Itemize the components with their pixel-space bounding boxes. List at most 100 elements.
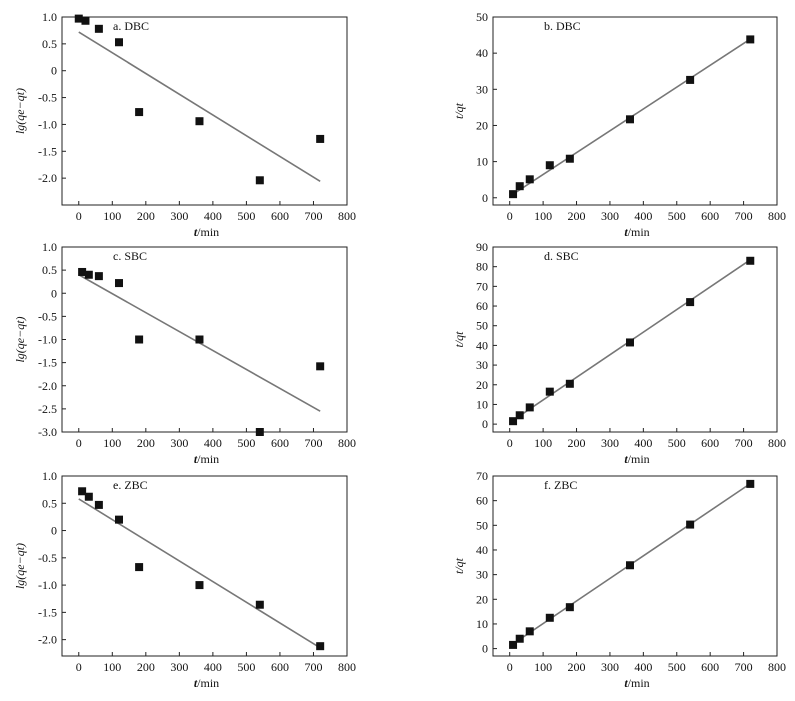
x-tick-label: 500 [668,660,686,674]
y-tick-label: -2.0 [38,379,57,393]
x-tick-label: 300 [170,660,188,674]
y-tick-label: 50 [476,319,488,333]
y-tick-label: -0.5 [38,91,57,105]
x-tick-label: 700 [304,209,322,223]
x-tick-label: 700 [735,436,753,450]
x-axis-label: t/min [624,452,649,466]
x-tick-label: 100 [103,209,121,223]
plot-frame [492,475,778,657]
x-tick-label: 300 [170,209,188,223]
chart-panel-6: 0 100 200 300 400 500 600 700 800 0 10 20 30 40 50 60 70… [452,469,786,690]
y-tick-label: -1.0 [38,117,57,131]
data-point [746,256,755,265]
y-tick-label: 40 [476,338,488,352]
x-tick-label: 300 [601,660,619,674]
y-tick-label: -0.5 [38,309,57,323]
x-tick-label: 500 [668,436,686,450]
y-tick-label: -1.0 [38,578,57,592]
data-point [625,561,634,570]
data-point [515,182,524,191]
y-tick-label: 1.0 [42,240,57,254]
x-axis-label-var: t [194,452,198,466]
x-tick-label: 800 [338,436,356,450]
data-point [135,563,144,572]
x-axis-label-unit: /min [197,225,219,239]
y-tick-label: 60 [476,494,488,508]
panel-title: a. DBC [113,19,149,33]
data-point [565,603,574,612]
y-tick-label: 1.0 [42,10,57,24]
x-tick-label: 700 [735,209,753,223]
data-point [94,500,103,509]
y-tick-label: 0.5 [42,496,57,510]
data-point [625,338,634,347]
x-tick-label: 0 [76,209,82,223]
data-point [686,75,695,84]
x-tick-label: 300 [170,436,188,450]
data-point [625,115,634,124]
y-axis-label: t/qt [452,331,466,348]
data-point [509,417,518,426]
x-tick-label: 200 [137,209,155,223]
x-axis-label-var: t [624,676,628,690]
y-tick-label: 0 [51,524,57,538]
fit-line [78,31,321,183]
data-point [686,520,695,529]
data-point [94,24,103,33]
x-tick-label: 200 [568,660,586,674]
y-tick-label: 0 [51,64,57,78]
x-tick-label: 700 [304,436,322,450]
y-tick-label: 30 [476,82,488,96]
x-tick-label: 800 [768,436,786,450]
data-point [316,134,325,143]
y-tick-label: 10 [476,397,488,411]
y-axis-label: t/qt [452,557,466,574]
panel-title: e. ZBC [113,478,148,492]
chart-panel-1: 0 100 200 300 400 500 600 700 800 1.0 0.5 0 -0.5 -1.0… [13,10,356,239]
data-point [515,411,524,420]
x-tick-label: 400 [204,436,222,450]
x-tick-label: 500 [237,660,255,674]
fit-line [78,498,321,649]
data-point [509,640,518,649]
plot-frame [492,246,778,433]
data-point [525,627,534,636]
x-tick-label: 200 [137,660,155,674]
y-tick-label: -1.5 [38,605,57,619]
y-tick-label: 60 [476,299,488,313]
data-point [545,613,554,622]
x-tick-label: 400 [634,660,652,674]
data-point [78,487,87,496]
x-tick-label: 800 [338,209,356,223]
y-tick-label: 70 [476,469,488,483]
data-point [545,387,554,396]
x-tick-label: 100 [534,660,552,674]
x-axis-label-unit: /min [628,676,650,690]
data-point [84,270,93,279]
x-tick-label: 600 [271,660,289,674]
data-point [686,298,695,307]
x-tick-label: 700 [735,660,753,674]
data-point [545,161,554,170]
x-axis-label-unit: /min [628,225,650,239]
y-axis-label: lg(qe−qt) [13,88,27,134]
x-axis-label: t/min [194,452,219,466]
data-point [135,108,144,117]
y-tick-label: 1.0 [42,469,57,483]
x-axis-label: t/min [624,225,649,239]
data-point [115,38,123,47]
y-tick-label: 10 [476,617,488,631]
y-axis-label: lg(qe−qt) [13,316,27,362]
y-tick-label: 70 [476,279,488,293]
y-tick-label: 50 [476,518,488,532]
y-tick-label: -2.0 [38,633,57,647]
x-tick-label: 600 [271,209,289,223]
x-tick-label: 800 [768,209,786,223]
x-axis-label-var: t [194,225,198,239]
data-point [94,272,103,281]
chart-panel-4: 0 100 200 300 400 500 600 700 800 0 10 20 30 40 50 60 70… [452,240,786,466]
data-point [255,428,264,436]
x-axis-label-var: t [624,225,628,239]
data-point [255,600,264,609]
